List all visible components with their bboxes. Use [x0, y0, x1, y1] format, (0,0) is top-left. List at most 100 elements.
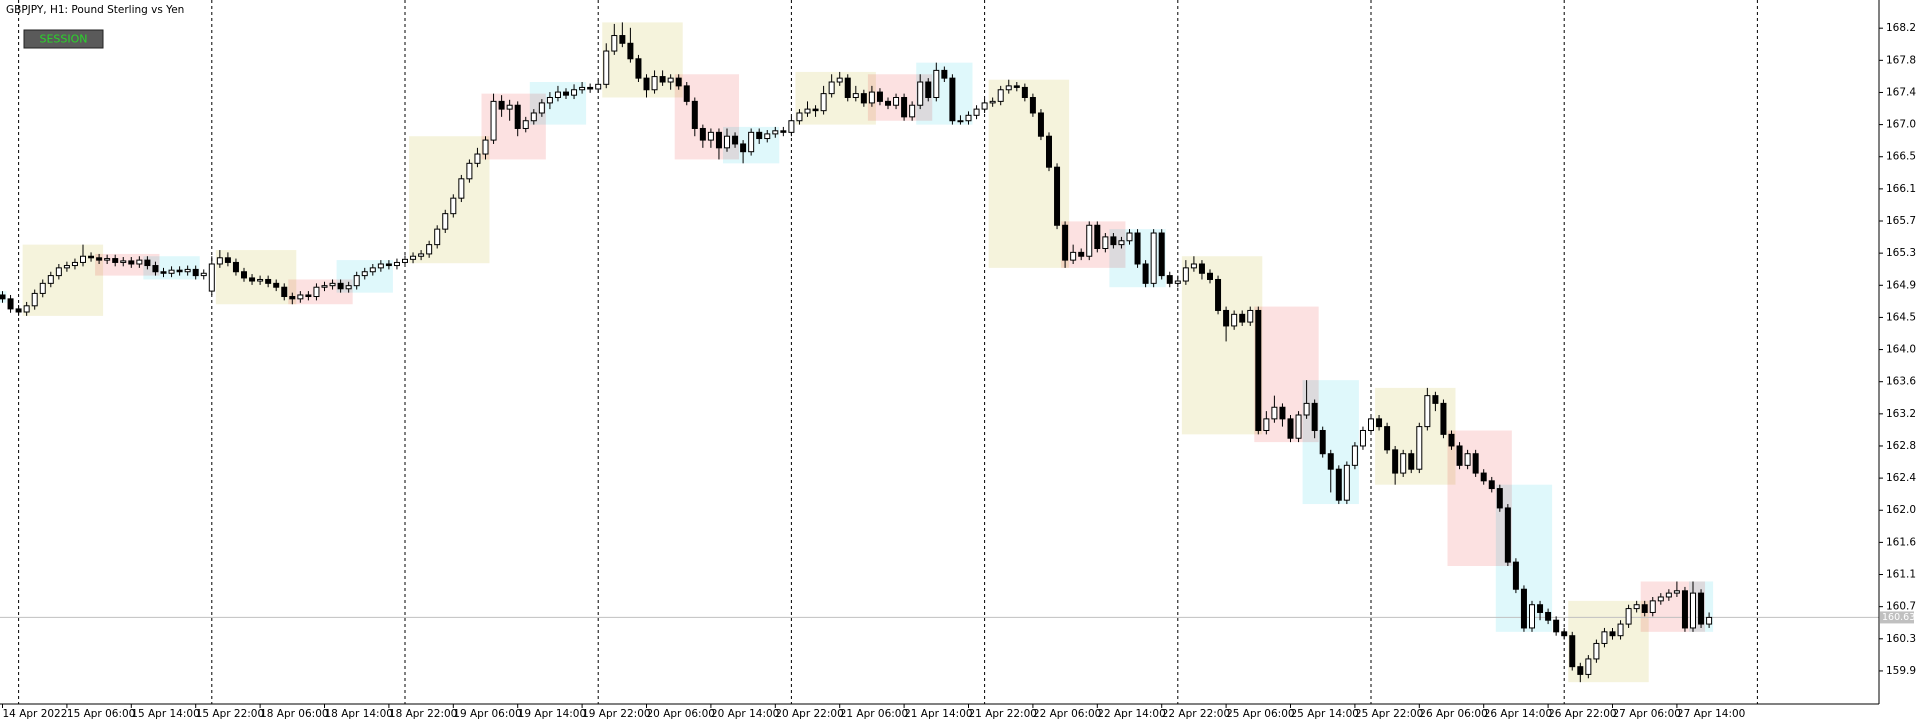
session-button[interactable]: SESSION — [23, 29, 104, 49]
candle-body — [321, 285, 328, 288]
candle-body — [506, 104, 513, 110]
candle-body — [1657, 596, 1664, 602]
candle-body — [788, 120, 795, 133]
candle-body — [136, 259, 143, 265]
candle-body — [1424, 395, 1431, 428]
candle-body — [96, 257, 103, 261]
candle-body — [1512, 561, 1519, 590]
candle-body — [1617, 623, 1624, 637]
candle-body — [659, 76, 666, 83]
candle-body — [651, 76, 658, 91]
candle-body — [1263, 418, 1270, 431]
candle-body — [868, 91, 875, 104]
y-tick-label: 166.585 — [1886, 151, 1916, 163]
candle-body — [740, 143, 747, 153]
candle-body — [369, 267, 376, 273]
button-label[interactable]: SESSION — [39, 33, 87, 46]
candle-body — [546, 96, 553, 104]
candle-body — [1400, 453, 1407, 474]
candle-body — [128, 260, 135, 265]
candle-body — [1609, 631, 1616, 637]
candle-body — [1504, 507, 1511, 563]
candle-body — [1641, 604, 1648, 613]
candle-body — [1126, 232, 1133, 242]
candle-body — [1166, 275, 1173, 284]
candle-body — [1545, 611, 1552, 621]
candle-body — [498, 100, 505, 110]
x-tick-label: 26 Apr 22:00 — [1548, 708, 1616, 720]
x-tick-label: 20 Apr 14:00 — [711, 708, 779, 720]
candle-body — [732, 135, 739, 145]
candle-body — [1464, 453, 1471, 466]
candle-body — [876, 91, 883, 102]
y-tick-label: 161.190 — [1886, 569, 1916, 581]
candle-body — [1327, 453, 1334, 470]
candle-body — [1150, 232, 1157, 284]
candle-body — [1174, 280, 1181, 284]
candle-body — [1037, 112, 1044, 137]
candle-body — [458, 178, 465, 199]
x-tick-label: 19 Apr 14:00 — [518, 708, 586, 720]
candle-body — [909, 104, 916, 118]
candle-body — [1432, 395, 1439, 404]
x-tick-label: 25 Apr 22:00 — [1355, 708, 1423, 720]
candle-body — [265, 278, 272, 284]
y-tick-label: 166.170 — [1886, 183, 1916, 195]
candle-body — [941, 69, 948, 79]
y-tick-label: 162.020 — [1886, 504, 1916, 516]
candle-body — [289, 296, 296, 300]
candle-body — [1005, 85, 1012, 91]
candle-body — [1013, 85, 1020, 88]
y-tick-label: 167.830 — [1886, 54, 1916, 66]
x-tick-label: 15 Apr 14:00 — [131, 708, 199, 720]
candle-body — [836, 77, 843, 83]
x-tick-label: 18 Apr 14:00 — [325, 708, 393, 720]
candle-body — [474, 153, 481, 164]
candle-body — [1529, 604, 1535, 629]
candle-body — [104, 258, 111, 261]
candle-body — [804, 108, 811, 114]
candle-body — [1496, 488, 1503, 509]
candle-body — [820, 93, 827, 112]
candle-body — [917, 81, 924, 106]
candle-body — [482, 139, 489, 155]
candle-body — [893, 96, 900, 106]
candle-body — [1062, 224, 1069, 261]
candle-body — [23, 305, 30, 313]
candle-body — [450, 197, 457, 215]
candle-body — [1118, 240, 1125, 246]
session-box — [602, 22, 683, 98]
button-bg[interactable] — [23, 29, 104, 49]
y-tick-label: 164.095 — [1886, 344, 1916, 356]
candle-body — [1215, 278, 1222, 311]
x-tick-label: 26 Apr 14:00 — [1484, 708, 1552, 720]
y-tick-label: 168.245 — [1886, 22, 1916, 34]
candle-body — [1086, 224, 1093, 257]
candle-body — [1681, 590, 1688, 629]
y-tick-label: 162.435 — [1886, 472, 1916, 484]
candle-body — [852, 93, 859, 98]
candle-body — [1319, 429, 1326, 455]
y-tick-label: 160.360 — [1886, 633, 1916, 645]
candle-body — [901, 96, 908, 118]
y-tick-label: 159.945 — [1886, 665, 1916, 677]
price-tag — [1880, 611, 1914, 624]
candle-body — [418, 253, 425, 257]
candle-body — [200, 272, 207, 277]
candle-body — [1376, 418, 1383, 428]
candle-body — [329, 282, 336, 287]
candle-body — [313, 286, 320, 298]
x-tick-label: 19 Apr 22:00 — [582, 708, 650, 720]
x-tick-label: 22 Apr 06:00 — [1033, 708, 1101, 720]
x-tick-label: 21 Apr 14:00 — [904, 708, 972, 720]
candle-body — [1335, 468, 1342, 501]
candle-body — [377, 263, 384, 269]
candle-body — [571, 89, 578, 96]
y-tick-label: 160.775 — [1886, 601, 1916, 613]
candle-body — [1392, 449, 1399, 474]
candle-body — [1046, 135, 1052, 168]
candle-body — [1070, 251, 1077, 261]
x-tick-label: 21 Apr 06:00 — [840, 708, 908, 720]
candle-body — [1456, 445, 1463, 466]
